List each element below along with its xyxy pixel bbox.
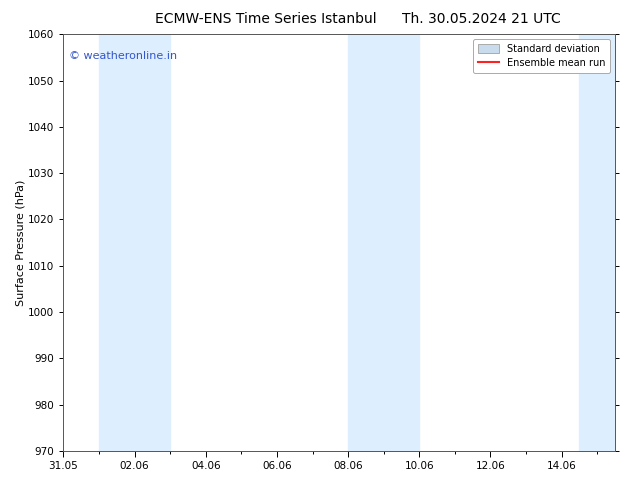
Bar	[348, 34, 419, 451]
Y-axis label: Surface Pressure (hPa): Surface Pressure (hPa)	[15, 179, 25, 306]
Bar	[579, 34, 615, 451]
Bar	[99, 34, 170, 451]
Text: © weatheronline.in: © weatheronline.in	[69, 51, 177, 61]
Text: ECMW-ENS Time Series Istanbul: ECMW-ENS Time Series Istanbul	[155, 12, 377, 26]
Text: Th. 30.05.2024 21 UTC: Th. 30.05.2024 21 UTC	[403, 12, 561, 26]
Legend: Standard deviation, Ensemble mean run: Standard deviation, Ensemble mean run	[473, 39, 610, 73]
